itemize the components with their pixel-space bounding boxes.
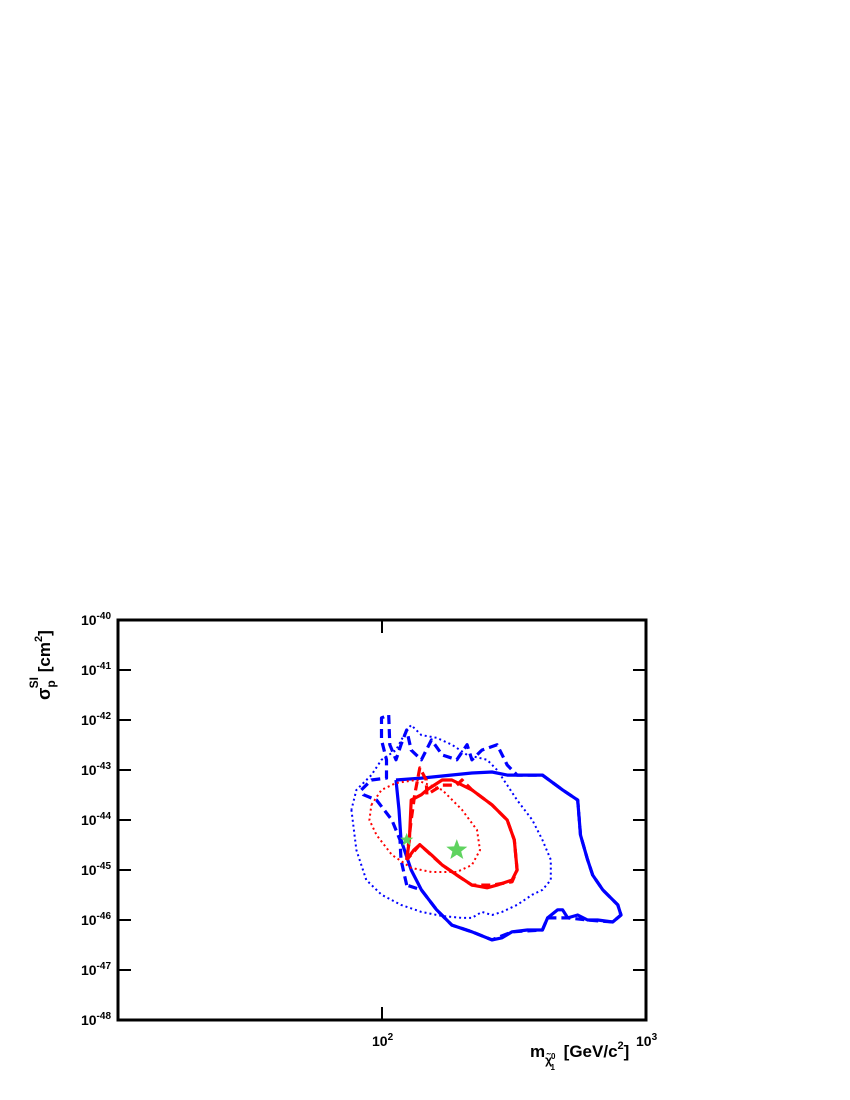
y-tick-label: 10-46 [81,911,111,928]
tick-exponent: -43 [97,761,112,772]
y-tick-label: 10-40 [81,611,111,628]
axis-label-part: 0 [551,1052,556,1061]
axis-label-part: ] [624,1042,630,1061]
y-tick-label: 10-44 [81,811,111,828]
tick-base: 10 [636,1033,652,1049]
contour-line [368,779,481,873]
axis-label-part: χ̃ [545,1052,552,1067]
tick-base: 10 [81,912,97,928]
contour-line [350,724,552,919]
tick-exponent: -46 [97,911,112,922]
x-tick-label: 103 [636,1032,658,1049]
tick-base: 10 [81,962,97,978]
axis-label-part: m [530,1042,545,1061]
x-axis-label: mχ̃0 1 [GeV/c2] [530,1040,629,1072]
y-tick-label: 10-48 [81,1011,111,1028]
y-axis-label: σpSI [cm2] [27,630,58,700]
tick-exponent: -42 [97,711,112,722]
axis-label-part: 2 [618,1040,624,1052]
tick-exponent: -40 [97,611,112,622]
tick-exponent: -47 [97,961,112,972]
tick-exponent: -44 [97,811,112,822]
y-tick-label: 10-47 [81,961,111,978]
tick-base: 10 [81,712,97,728]
y-tick-label: 10-41 [81,661,111,678]
tick-base: 10 [81,1012,97,1028]
tick-exponent: -45 [97,861,112,872]
axis-label-part: σ [34,688,54,700]
axis-label-part: p [44,680,58,687]
tick-base: 10 [81,612,97,628]
y-tick-label: 10-45 [81,861,111,878]
tick-exponent: -41 [97,661,112,672]
axis-label-part: ] [35,630,54,636]
tick-base: 10 [81,812,97,828]
axis-label-part: [GeV/c [559,1042,618,1061]
tick-exponent: -48 [97,1011,112,1022]
tick-base: 10 [81,762,97,778]
tick-exponent: 3 [652,1032,658,1043]
contour-line [405,766,519,887]
axis-label-part: [cm [35,642,54,677]
star-marker [400,832,414,846]
tick-base: 10 [81,862,97,878]
axis-label-part: 1 [551,1063,556,1072]
y-tick-label: 10-43 [81,761,111,778]
contour-line [359,713,623,942]
axis-label-part: SI [27,677,41,688]
tick-base: 10 [81,662,97,678]
star-marker [446,839,468,859]
tick-base: 10 [372,1033,388,1049]
y-tick-label: 10-42 [81,711,111,728]
x-tick-label: 102 [372,1032,394,1049]
tick-exponent: 2 [388,1032,394,1043]
axis-label-part: 2 [33,636,45,642]
plot-area [350,713,623,942]
